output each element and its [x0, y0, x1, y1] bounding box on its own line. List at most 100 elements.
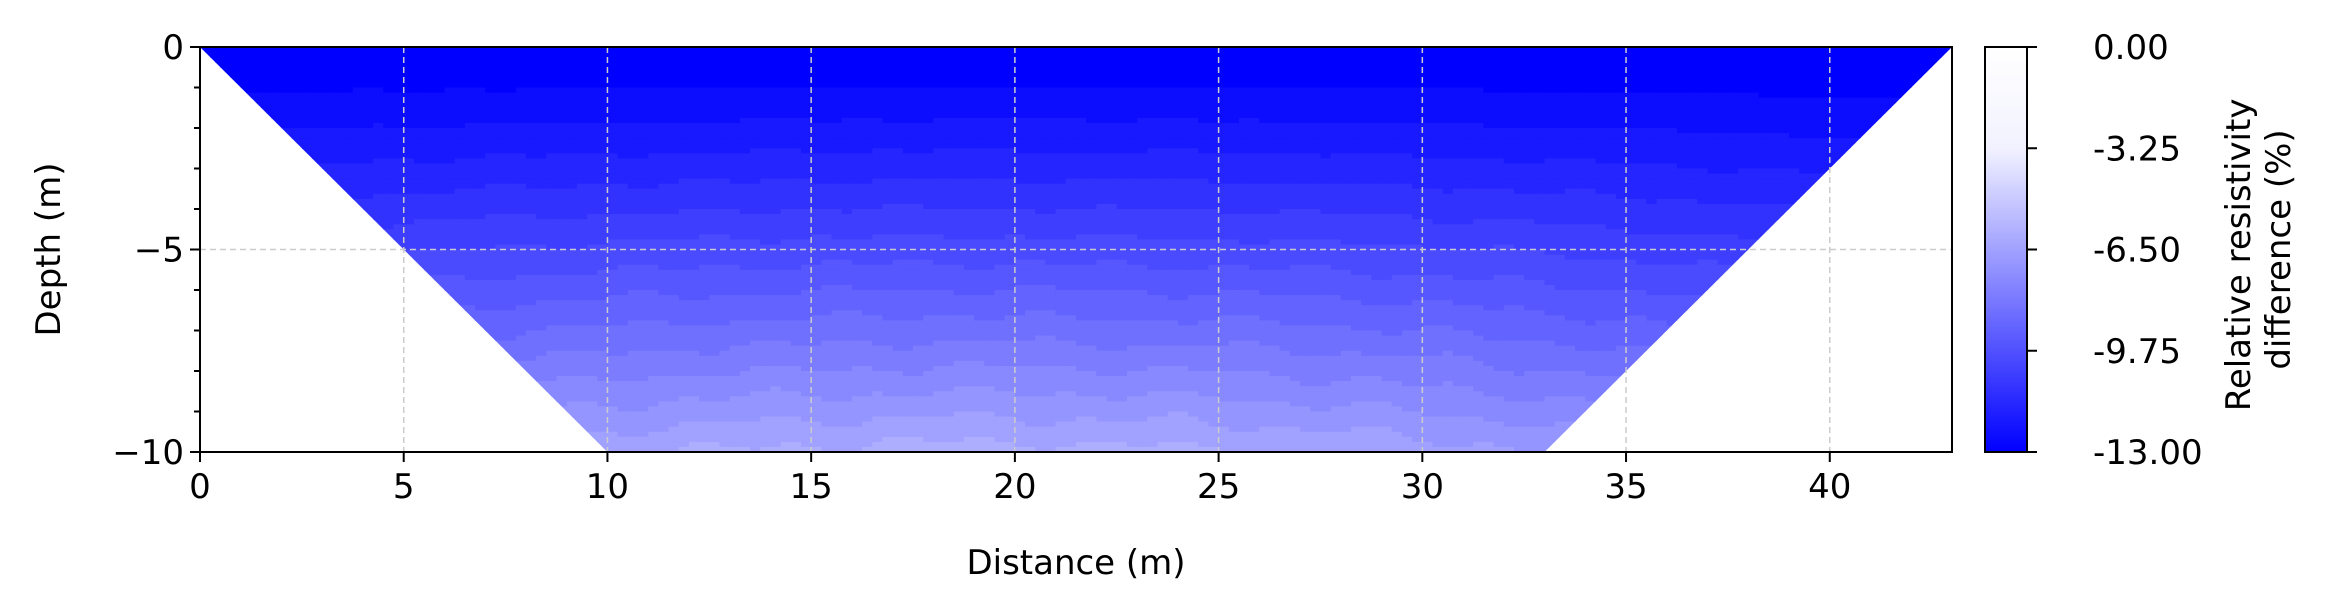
- contour-cell: [505, 92, 517, 99]
- contour-cell: [322, 431, 334, 438]
- contour-cell: [250, 259, 262, 266]
- contour-cell: [383, 153, 395, 159]
- contour-cell: [811, 168, 822, 175]
- contour-cell: [699, 360, 710, 367]
- contour-cell: [220, 284, 232, 291]
- contour-cell: [475, 401, 486, 408]
- contour-cell: [200, 148, 211, 154]
- contour-cell: [821, 234, 833, 240]
- contour-cell: [617, 229, 629, 235]
- contour-cell: [638, 224, 649, 230]
- contour-cell: [709, 279, 721, 286]
- contour-cell: [515, 436, 527, 443]
- contour-cell: [342, 188, 354, 195]
- contour-cell: [342, 365, 354, 372]
- contour-cell: [393, 203, 405, 210]
- contour-cell: [566, 244, 578, 251]
- contour-cell: [709, 360, 721, 367]
- contour-cell: [322, 350, 334, 357]
- contour-cell: [424, 209, 435, 215]
- contour-cell: [709, 365, 721, 372]
- contour-cell: [607, 340, 619, 347]
- contour-cell: [699, 310, 710, 316]
- contour-cell: [424, 47, 435, 53]
- contour-cell: [505, 107, 517, 114]
- contour-cell: [719, 128, 731, 134]
- contour-cell: [312, 153, 323, 159]
- contour-cell: [719, 269, 731, 276]
- contour-cell: [200, 406, 211, 413]
- contour-cell: [607, 421, 619, 428]
- contour-cell: [729, 381, 741, 387]
- contour-cell: [566, 87, 578, 94]
- contour-cell: [240, 431, 252, 438]
- contour-cell: [617, 82, 629, 89]
- contour-cell: [271, 340, 283, 347]
- contour-cell: [576, 168, 588, 175]
- contour-cell: [393, 315, 405, 321]
- contour-cell: [760, 264, 772, 271]
- contour-cell: [750, 219, 761, 225]
- contour-cell: [739, 254, 751, 261]
- contour-cell: [658, 269, 670, 276]
- contour-cell: [515, 122, 527, 129]
- contour-cell: [587, 193, 598, 200]
- contour-cell: [617, 148, 629, 154]
- contour-cell: [383, 396, 395, 402]
- contour-cell: [648, 72, 659, 78]
- contour-cell: [475, 355, 486, 362]
- contour-cell: [352, 92, 364, 99]
- contour-cell: [495, 87, 507, 94]
- contour-cell: [240, 224, 252, 230]
- contour-cell: [790, 426, 802, 433]
- contour-cell: [536, 436, 547, 443]
- contour-cell: [475, 193, 486, 200]
- contour-cell: [688, 107, 700, 114]
- contour-cell: [393, 52, 405, 58]
- contour-cell: [505, 249, 517, 256]
- contour-cell: [261, 284, 272, 291]
- contour-cell: [587, 290, 598, 296]
- contour-cell: [525, 305, 537, 311]
- contour-cell: [668, 290, 680, 296]
- contour-cell: [617, 234, 629, 240]
- contour-cell: [821, 355, 833, 362]
- contour-cell: [668, 128, 680, 134]
- contour-cell: [780, 122, 792, 129]
- contour-cell: [515, 148, 527, 154]
- contour-cell: [281, 219, 293, 225]
- contour-cell: [464, 320, 476, 327]
- contour-cell: [525, 122, 537, 129]
- contour-cell: [403, 431, 415, 438]
- contour-cell: [281, 178, 293, 185]
- contour-cell: [638, 406, 649, 413]
- contour-cell: [688, 244, 700, 251]
- contour-cell: [515, 112, 527, 119]
- contour-cell: [291, 249, 303, 256]
- contour-cell: [291, 214, 303, 220]
- contour-cell: [587, 426, 598, 433]
- contour-cell: [811, 350, 822, 357]
- contour-cell: [424, 335, 435, 342]
- contour-cell: [780, 57, 792, 63]
- contour-cell: [699, 193, 710, 200]
- contour-cell: [811, 214, 822, 220]
- contour-cell: [709, 97, 721, 104]
- contour-cell: [770, 178, 782, 185]
- contour-cell: [627, 193, 639, 200]
- contour-cell: [312, 340, 323, 347]
- contour-cell: [719, 259, 731, 266]
- contour-cell: [597, 320, 609, 327]
- contour-cell: [464, 193, 476, 200]
- contour-cell: [210, 219, 221, 225]
- contour-cell: [342, 122, 354, 129]
- contour-cell: [332, 300, 344, 306]
- contour-cell: [658, 72, 670, 78]
- contour-cell: [322, 441, 334, 448]
- contour-cell: [424, 259, 435, 266]
- contour-cell: [444, 82, 456, 89]
- contour-cell: [495, 178, 507, 185]
- contour-cell: [312, 401, 323, 408]
- contour-cell: [261, 411, 272, 418]
- contour-cell: [475, 178, 486, 185]
